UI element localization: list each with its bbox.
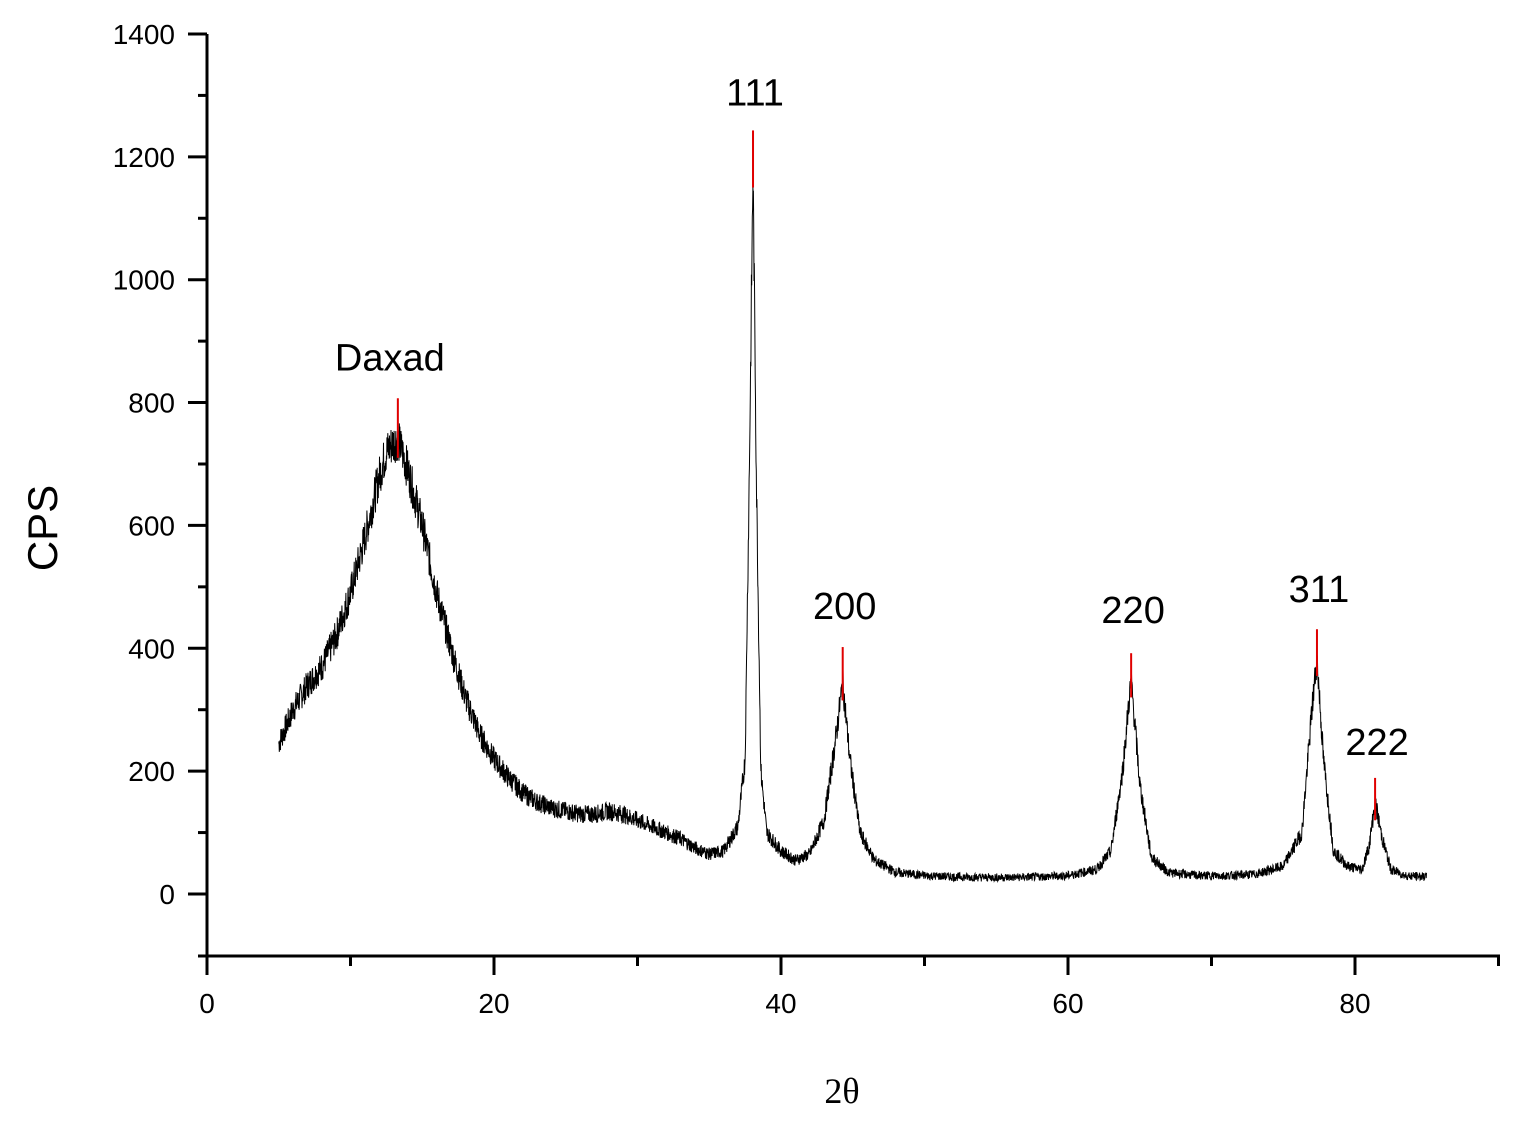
- data-series: [278, 187, 1427, 884]
- y-tick-label: 200: [128, 756, 175, 787]
- y-tick-label: 0: [159, 879, 175, 910]
- peak-label: Daxad: [335, 337, 445, 379]
- y-tick-label: 400: [128, 633, 175, 664]
- x-tick-label: 0: [199, 988, 215, 1019]
- y-tick-label: 1200: [113, 142, 175, 173]
- peak-label: 311: [1289, 569, 1350, 611]
- peak-label: 200: [813, 586, 876, 628]
- x-ticks: 0 20 40 60 80: [199, 956, 1500, 1019]
- y-ticks: 0 200 400 600 800 1000 1200 1400: [113, 19, 207, 910]
- y-axis-title: CPS: [19, 485, 66, 571]
- y-tick-label: 1400: [113, 19, 175, 50]
- peak-label: 220: [1101, 590, 1164, 632]
- x-tick-label: 40: [765, 988, 796, 1019]
- y-tick-label: 1000: [113, 265, 175, 296]
- x-tick-label: 20: [478, 988, 509, 1019]
- x-tick-label: 60: [1052, 988, 1083, 1019]
- peak-markers: Daxad 111 200 220 311 222: [335, 72, 1409, 821]
- y-tick-label: 600: [128, 510, 175, 541]
- x-axis-title: 2θ: [824, 1071, 859, 1111]
- axes: [198, 34, 1500, 958]
- xrd-series-line: [278, 187, 1427, 884]
- y-tick-label: 800: [128, 388, 175, 419]
- peak-label: 222: [1345, 722, 1408, 764]
- peak-label: 111: [726, 72, 784, 114]
- x-tick-label: 80: [1339, 988, 1370, 1019]
